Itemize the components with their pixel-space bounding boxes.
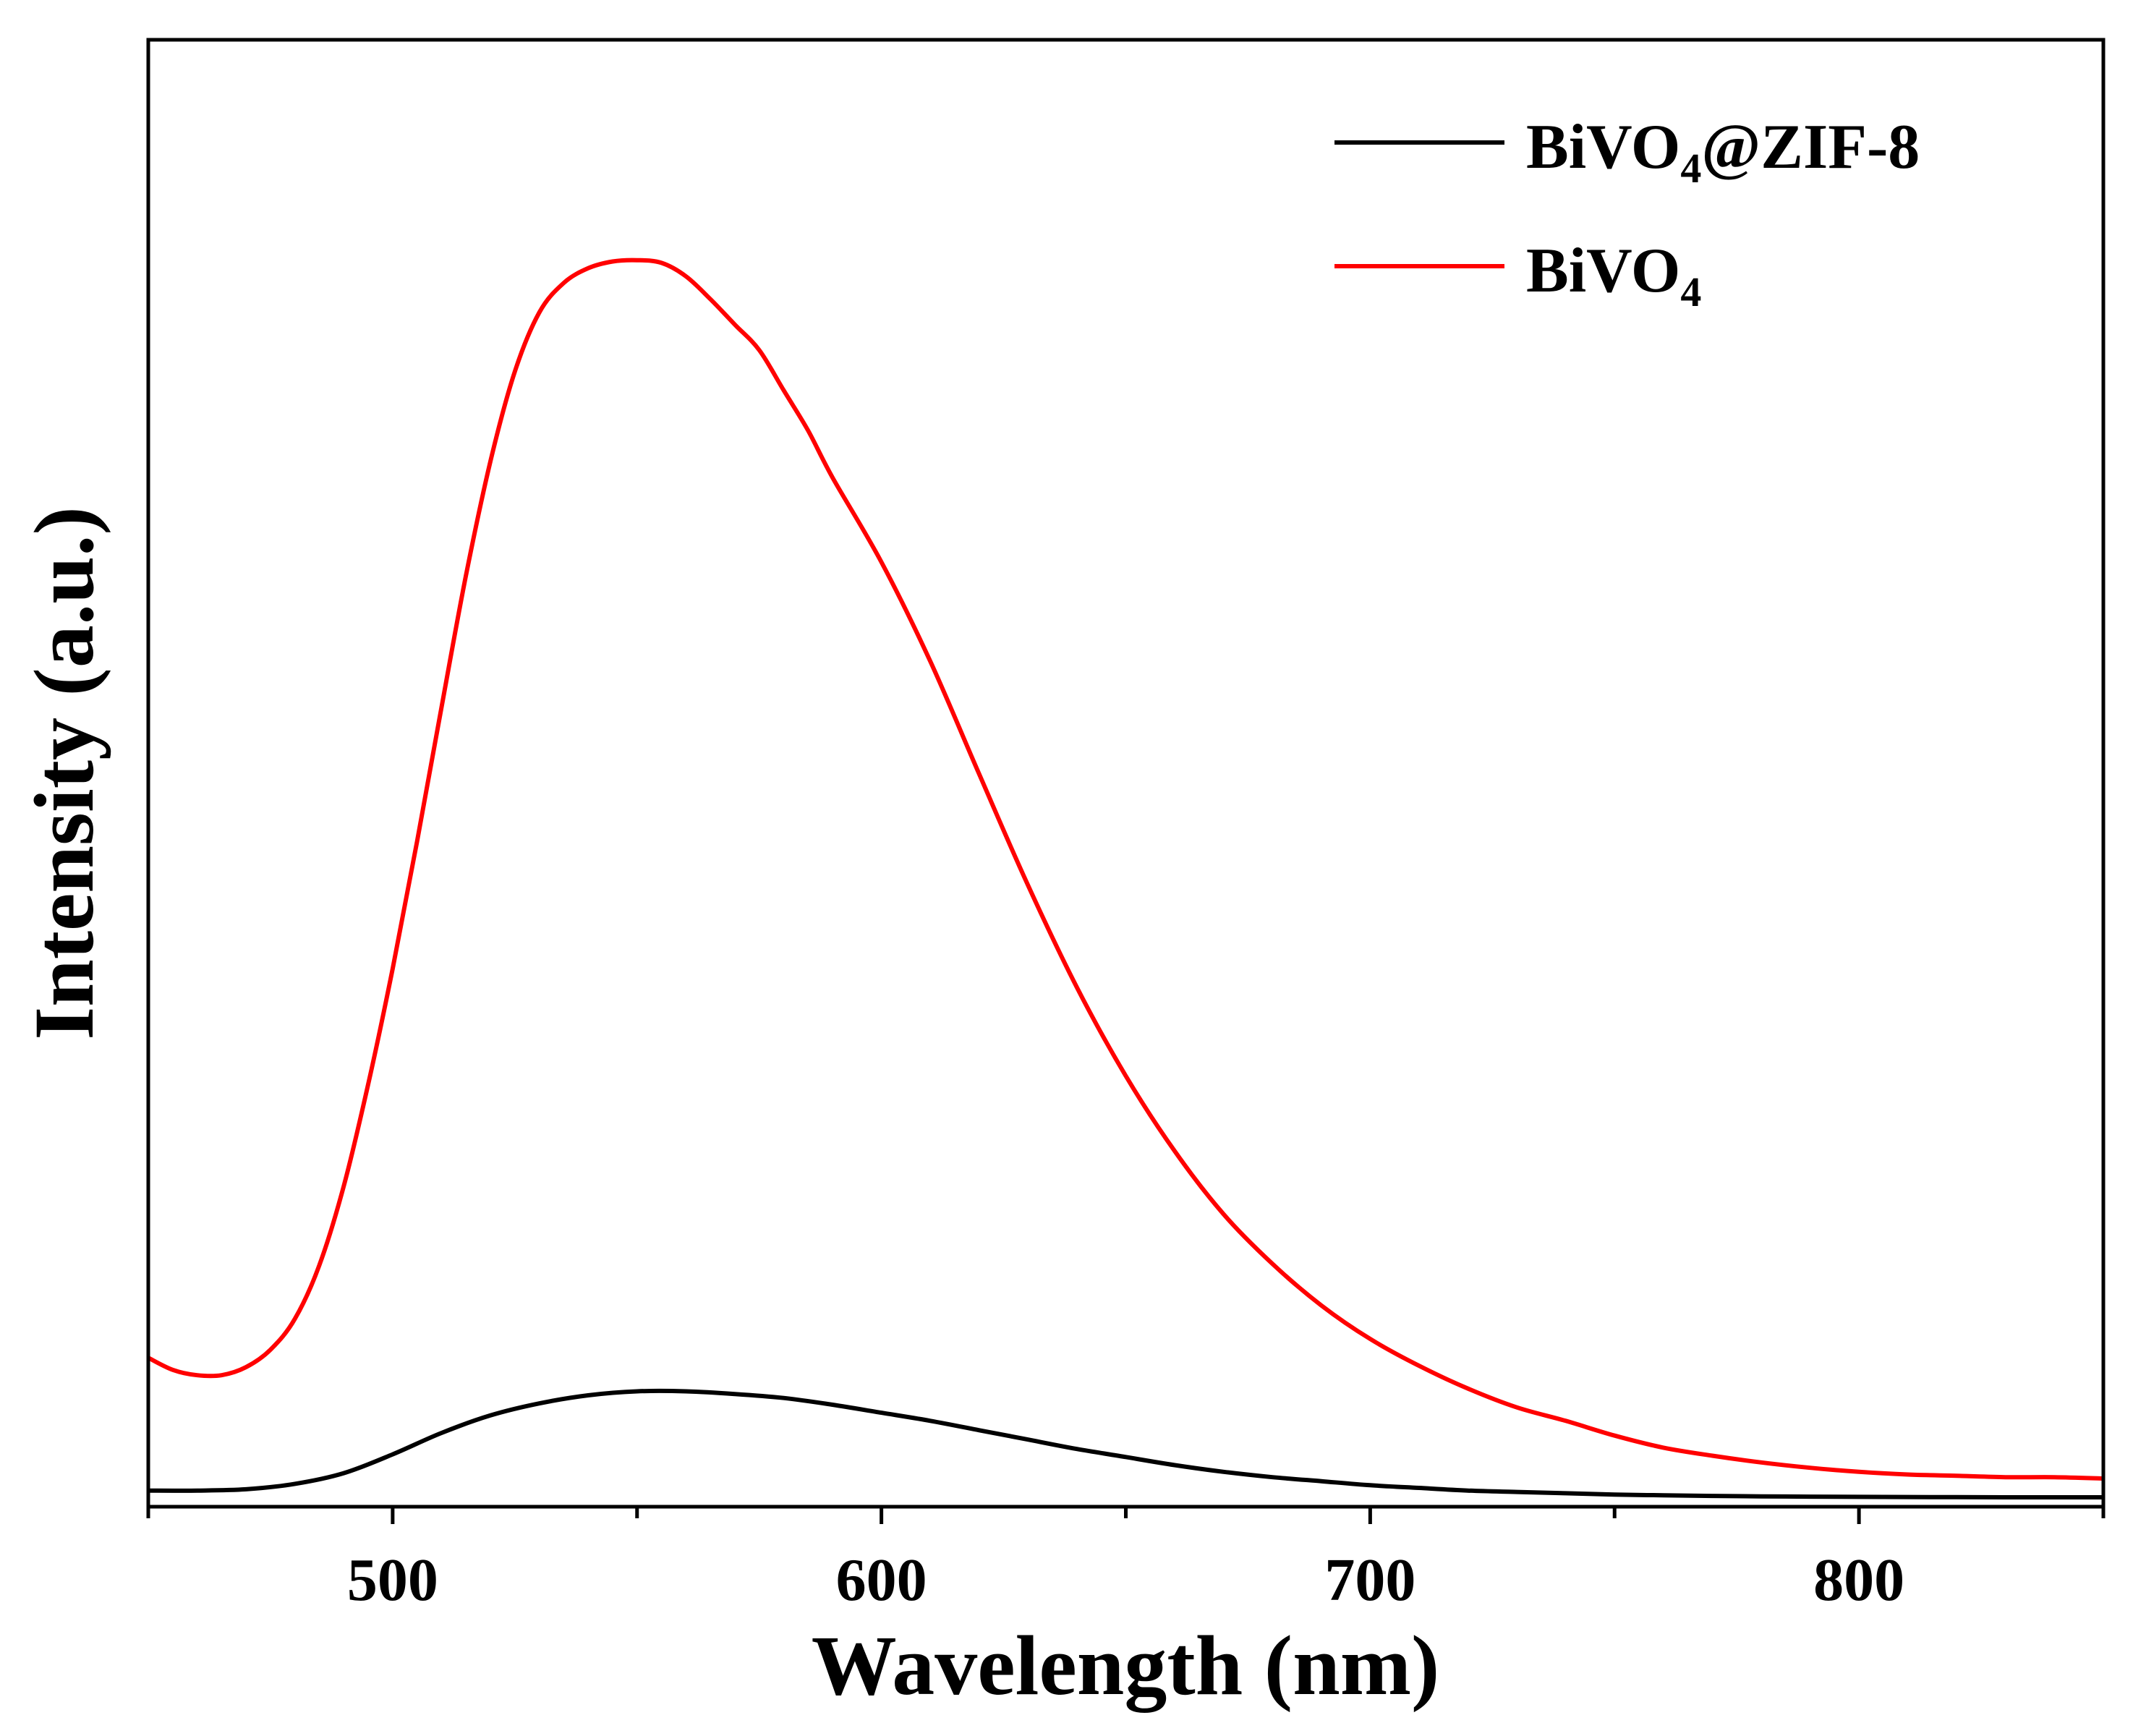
y-axis-title: Intensity (a.u.) [17,506,111,1040]
plot-frame [146,38,2106,1509]
series-layer [147,258,2104,1499]
tick-layer: 500 600 700 800 [146,1507,2106,1614]
legend-label-bivo4-zif8: BiVO4@ZIF-8 [1526,112,1920,192]
x-tick-label-800: 800 [1813,1546,1904,1614]
series-line-bivo4-zif8 [148,1388,2103,1499]
x-axis-title: Wavelength (nm) [812,1618,1440,1713]
x-tick-label-700: 700 [1324,1546,1415,1614]
legend: BiVO4@ZIF-8 BiVO4 [1334,112,1920,315]
x-tick-label-600: 600 [836,1546,927,1614]
legend-label-bivo4: BiVO4 [1526,236,1701,315]
series-line-bivo4 [147,258,2104,1481]
x-tick-label-500: 500 [347,1546,438,1614]
